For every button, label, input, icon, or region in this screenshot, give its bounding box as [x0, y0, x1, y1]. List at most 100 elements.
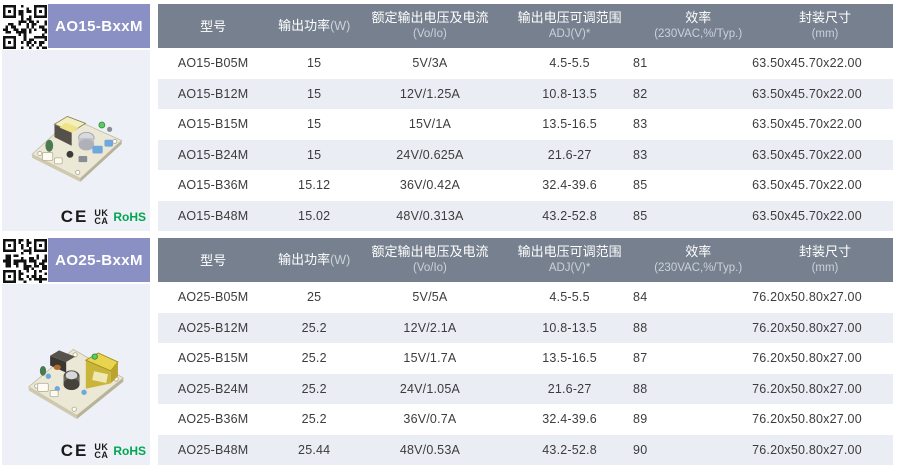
table-cell: 63.50x45.70x22.00 [752, 117, 862, 132]
table-row: AO15-B15M 15 15V/1A 13.5-16.5 83 63.50x45.70x… [158, 109, 893, 140]
table-body: AO25-B05M 25 5V/5A 4.5-5.5 84 76.20x50.80x27.… [158, 282, 893, 465]
table-cell: 63.50x45.70x22.00 [752, 208, 862, 223]
column-header: 输出功率(W) [268, 18, 360, 34]
product-photo-ao25 [27, 349, 125, 420]
table-cell: AO15-B05M [177, 56, 249, 71]
column-title: 封装尺寸 [798, 10, 851, 25]
product-section-ao15: AO15-BxxM [0, 0, 900, 231]
column-subtitle: (mm) [811, 28, 839, 40]
table-cell: 83 [633, 147, 648, 162]
table-cell: 15V/1A [408, 117, 452, 132]
table-cell: 76.20x50.80x27.00 [752, 412, 862, 427]
table-cell: 13.5-16.5 [542, 351, 597, 366]
table-cell: 89 [633, 412, 648, 427]
table-row: AO25-B12M 25.2 12V/2.1A 10.8-13.5 88 76.20x50… [158, 312, 893, 343]
table-cell: 25.2 [301, 351, 327, 366]
table-cell: 15 [307, 117, 322, 132]
table-cell: AO25-B05M [177, 290, 249, 305]
table-cell: 25 [307, 290, 322, 305]
product-series-name: AO25-BxxM [48, 238, 150, 282]
table-cell: 36V/0.42A [399, 178, 461, 193]
column-header: 额定输出电压及电流 (Vo/Io) [360, 10, 500, 42]
table-cell: AO25-B48M [177, 442, 249, 457]
column-title: 效率 [685, 10, 712, 25]
column-subtitle: (Vo/Io) [413, 28, 447, 40]
column-title: 额定输出电压及电流 [371, 10, 489, 25]
table-cell: 21.6-27 [547, 381, 592, 396]
product-sidebar: AO15-BxxM [0, 4, 150, 231]
table-cell: AO15-B15M [177, 117, 249, 132]
ukca-mark-icon: UK CA [94, 442, 109, 460]
table-cell: 76.20x50.80x27.00 [752, 290, 862, 305]
table-cell: 15.02 [298, 208, 331, 223]
table-cell: AO25-B36M [177, 412, 249, 427]
table-cell: 88 [633, 381, 648, 396]
column-subtitle: ADJ(V)* [548, 28, 591, 40]
ce-mark-icon: CE [60, 207, 89, 226]
column-title: 输出功率 [278, 18, 331, 33]
table-cell: 76.20x50.80x27.00 [752, 381, 862, 396]
table-header: 型号 输出功率(W) 额定输出电压及电流 (Vo/Io) 输出电压可调范围 ADJ(V)*… [158, 4, 893, 48]
table-cell: 15 [307, 86, 322, 101]
table-header: 型号 输出功率(W) 额定输出电压及电流 (Vo/Io) 输出电压可调范围 ADJ(V)*… [158, 238, 893, 282]
column-title: 型号 [200, 18, 227, 34]
table-cell: 90 [633, 442, 648, 457]
table-cell: 82 [633, 86, 648, 101]
table-row: AO15-B36M 15.12 36V/0.42A 32.4-39.6 85 63.50x… [158, 170, 893, 201]
table-cell: 43.2-52.8 [542, 442, 597, 457]
column-subtitle: (230VAC,%/Typ.) [654, 262, 743, 274]
ukca-mark-icon: UK CA [94, 208, 109, 226]
table-cell: AO15-B12M [177, 86, 249, 101]
column-title: 型号 [200, 252, 227, 268]
column-subtitle: (mm) [811, 262, 839, 274]
spec-table-ao25: 型号 输出功率(W) 额定输出电压及电流 (Vo/Io) 输出电压可调范围 ADJ(V)*… [158, 238, 893, 465]
ce-mark-icon: CE [60, 441, 89, 460]
column-title: 封装尺寸 [798, 244, 851, 259]
sidebar-body: CE UK CA RoHS [2, 284, 150, 465]
column-header: 效率 (230VAC,%/Typ.) [639, 10, 757, 42]
table-cell: 76.20x50.80x27.00 [752, 351, 862, 366]
table-cell: 43.2-52.8 [542, 208, 597, 223]
certification-marks: CE UK CA RoHS [61, 441, 146, 461]
table-cell: 4.5-5.5 [549, 56, 590, 71]
table-cell: 13.5-16.5 [542, 117, 597, 132]
table-cell: AO25-B15M [177, 351, 249, 366]
table-cell: 4.5-5.5 [549, 290, 590, 305]
column-subtitle: ADJ(V)* [548, 262, 591, 274]
table-cell: AO15-B24M [177, 147, 249, 162]
rohs-label: RoHS [113, 444, 146, 458]
column-subtitle: (W) [330, 253, 351, 267]
sidebar-header: AO25-BxxM [2, 238, 150, 284]
table-row: AO15-B24M 15 24V/0.625A 21.6-27 83 63.50x45.7… [158, 139, 893, 170]
table-row: AO25-B05M 25 5V/5A 4.5-5.5 84 76.20x50.80x27.… [158, 282, 893, 313]
table-cell: 25.2 [301, 381, 327, 396]
sidebar-header: AO15-BxxM [2, 4, 150, 50]
table-cell: 15 [307, 147, 322, 162]
qr-code-icon [2, 238, 48, 284]
table-cell: AO25-B24M [177, 381, 249, 396]
table-cell: 63.50x45.70x22.00 [752, 56, 862, 71]
table-cell: 88 [633, 320, 648, 335]
table-row: AO25-B24M 25.2 24V/1.05A 21.6-27 88 76.20x50.… [158, 373, 893, 404]
table-cell: 63.50x45.70x22.00 [752, 178, 862, 193]
certification-marks: CE UK CA RoHS [61, 207, 146, 227]
table-cell: 63.50x45.70x22.00 [752, 86, 862, 101]
table-cell: 87 [633, 351, 648, 366]
table-body: AO15-B05M 15 5V/3A 4.5-5.5 81 63.50x45.70x22.… [158, 48, 893, 231]
table-cell: 21.6-27 [547, 147, 592, 162]
spec-table-ao15: 型号 输出功率(W) 额定输出电压及电流 (Vo/Io) 输出电压可调范围 ADJ(V)*… [158, 4, 893, 231]
table-cell: 25.44 [298, 442, 331, 457]
table-row: AO25-B36M 25.2 36V/0.7A 32.4-39.6 89 76.20x50… [158, 404, 893, 435]
table-row: AO25-B48M 25.44 48V/0.53A 43.2-52.8 90 76.20x… [158, 434, 893, 465]
column-header: 型号 [158, 253, 268, 268]
column-title: 输出电压可调范围 [517, 244, 622, 259]
table-cell: 85 [633, 178, 648, 193]
table-cell: 63.50x45.70x22.00 [752, 147, 862, 162]
table-cell: 48V/0.313A [396, 208, 464, 223]
table-cell: 81 [633, 56, 648, 71]
table-row: AO15-B48M 15.02 48V/0.313A 43.2-52.8 85 63.50… [158, 200, 893, 231]
product-series-name: AO15-BxxM [48, 4, 150, 48]
table-cell: 32.4-39.6 [542, 412, 597, 427]
table-cell: 32.4-39.6 [542, 178, 597, 193]
